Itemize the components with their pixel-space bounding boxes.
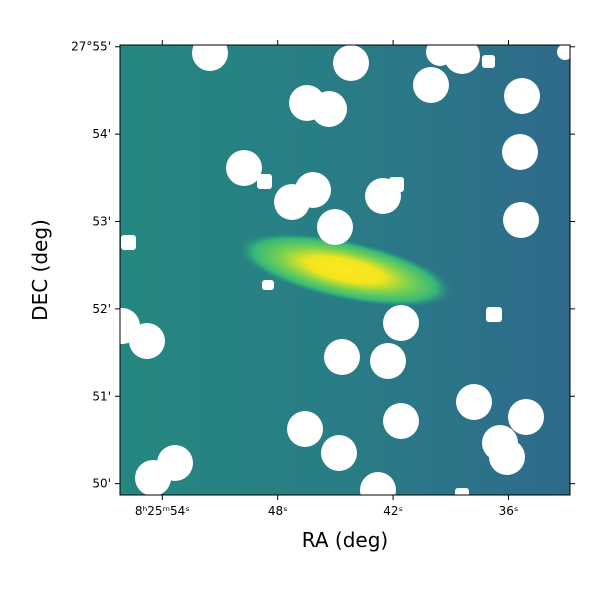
x-tick-label: 8ʰ25ᵐ54ˢ [135, 504, 190, 518]
y-tick-label: 51' [92, 389, 111, 403]
x-tick-label: 36ˢ [499, 504, 519, 518]
x-tick-label: 42ˢ [383, 504, 403, 518]
y-tick-label: 27°55' [71, 40, 111, 54]
y-tick-label: 54' [92, 127, 111, 141]
frame [119, 44, 571, 496]
x-tick-label: 48ˢ [268, 504, 288, 518]
y-tick-label: 52' [92, 302, 111, 316]
image [120, 45, 570, 495]
y-tick-label: 50' [92, 477, 111, 491]
y-tick-label: 53' [92, 215, 111, 229]
y-axis-label: DEC (deg) [28, 219, 52, 321]
x-axis-label: RA (deg) [302, 528, 388, 552]
